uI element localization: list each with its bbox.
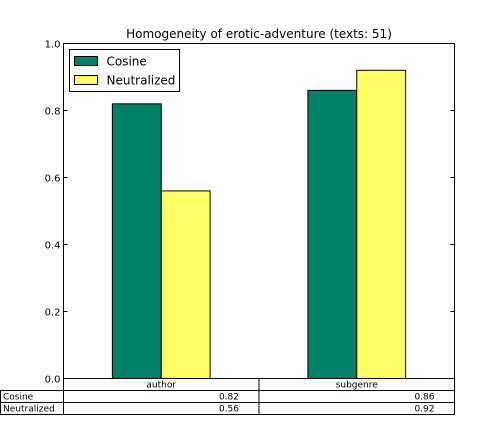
y-tick-label: 0.0: [45, 375, 61, 386]
legend-label-neutralized: Neutralized: [107, 74, 176, 88]
legend-label-cosine: Cosine: [107, 55, 147, 69]
bar-neutralized-author: [160, 190, 211, 379]
legend-swatch-neutralized: [74, 75, 98, 85]
table-value-neutralized-subgenre: 0.92: [414, 405, 434, 415]
bar-cosine-author: [111, 103, 162, 380]
chart-title: Homogeneity of erotic-adventure (texts: …: [126, 27, 392, 41]
legend: Cosine Neutralized: [69, 49, 180, 92]
table-row-label-neutralized: Neutralized: [3, 405, 55, 415]
y-tick-label: 0.6: [45, 174, 61, 185]
y-tick-label: 0.2: [45, 308, 61, 319]
table-cell: [258, 402, 455, 415]
table-value-cosine-subgenre: 0.86: [414, 393, 434, 403]
table-value-cosine-author: 0.82: [219, 393, 239, 403]
table-column-header-subgenre: subgenre: [336, 381, 379, 391]
bars-group: [111, 69, 407, 380]
table-value-neutralized-author: 0.56: [219, 405, 239, 415]
bar-cosine-subgenre: [307, 89, 358, 380]
y-tick-label: 1.0: [45, 40, 61, 51]
y-tick-label: 0.8: [45, 107, 61, 118]
data-table: author subgenre Cosine 0.82 0.86 Neutralized 0…: [0, 378, 455, 415]
bar-neutralized-subgenre: [356, 69, 407, 380]
y-tick-label: 0.4: [45, 241, 61, 252]
table-row-label-cosine: Cosine: [3, 393, 34, 403]
table-column-header-author: author: [146, 381, 176, 391]
legend-swatch-cosine: [74, 56, 98, 66]
